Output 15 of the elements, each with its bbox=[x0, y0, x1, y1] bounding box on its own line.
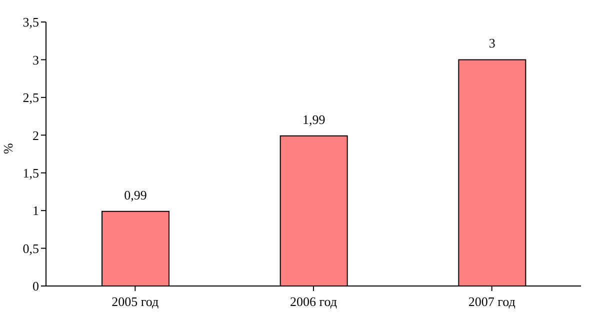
data-label: 1,99 bbox=[302, 112, 326, 127]
y-tick-label: 1,5 bbox=[22, 165, 39, 180]
x-tick-label: 2005 год bbox=[112, 294, 160, 310]
y-tick-label: 3,5 bbox=[22, 14, 39, 30]
y-tick-label: 0,5 bbox=[22, 240, 39, 256]
data-label: 3 bbox=[488, 36, 496, 51]
y-tick-label: 2,5 bbox=[22, 90, 39, 106]
y-tick-label: 0 bbox=[32, 278, 39, 294]
x-tick-label: 2007 год bbox=[468, 294, 516, 310]
y-axis-title: % bbox=[0, 143, 16, 154]
data-label: 0,99 bbox=[124, 187, 147, 202]
y-tick-label: 3 bbox=[32, 52, 39, 68]
y-tick-label: 2 bbox=[32, 128, 39, 143]
y-tick-label: 1 bbox=[32, 203, 39, 218]
x-tick-label: 2006 год bbox=[290, 294, 338, 310]
